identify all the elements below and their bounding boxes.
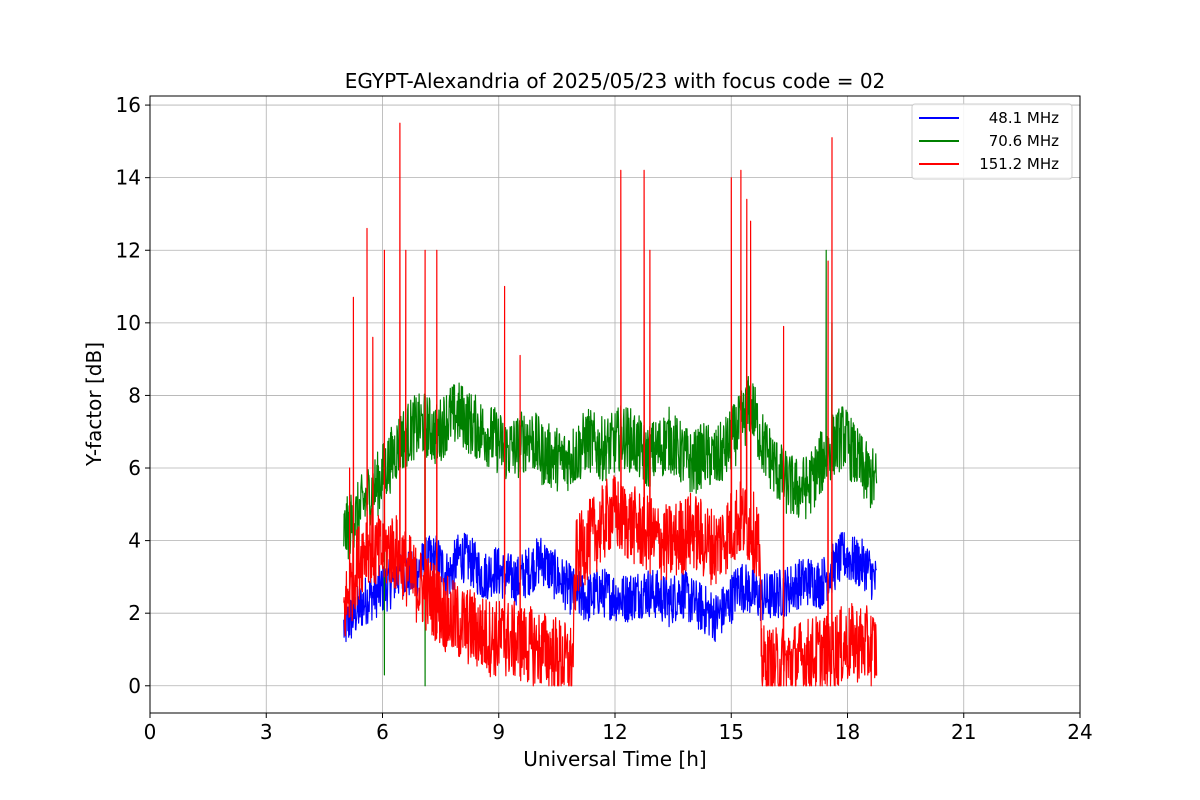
series-line-70-6-mhz: [343, 249, 878, 687]
legend: 48.1 MHz 70.6 MHz 151.2 MHz: [911, 103, 1073, 180]
x-tick-label: 0: [144, 720, 157, 744]
x-tick-label: 21: [951, 720, 976, 744]
y-tick-label: 8: [128, 383, 141, 407]
y-tick-label: 16: [116, 93, 141, 117]
x-tick-label: 15: [719, 720, 744, 744]
series-line-151-2-mhz: [343, 122, 878, 687]
legend-box: [911, 103, 1073, 180]
x-tick-label: 24: [1067, 720, 1092, 744]
y-axis-label: Y-factor [dB]: [82, 342, 106, 467]
y-tick-label: 2: [128, 601, 141, 625]
x-axis-label: Universal Time [h]: [523, 747, 706, 771]
legend-label: 48.1 MHz: [989, 109, 1059, 127]
y-tick-label: 12: [116, 238, 141, 262]
x-tick-label: 6: [376, 720, 389, 744]
y-axis-ticks: 0 2 4 6 8 10 12 14 16: [116, 93, 150, 698]
x-tick-label: 9: [492, 720, 505, 744]
y-tick-label: 6: [128, 456, 141, 480]
grid: [149, 96, 1081, 713]
plot-lines: [343, 122, 878, 687]
series-line-48-1-mhz: [343, 532, 878, 643]
x-tick-label: 18: [835, 720, 860, 744]
legend-label: 70.6 MHz: [989, 132, 1059, 150]
x-tick-label: 3: [260, 720, 273, 744]
x-tick-label: 12: [602, 720, 627, 744]
y-tick-label: 10: [116, 311, 141, 335]
y-tick-label: 0: [128, 674, 141, 698]
legend-label: 151.2 MHz: [979, 155, 1059, 173]
y-tick-label: 14: [116, 166, 141, 190]
x-axis-ticks: 0 3 6 9 12 15 18 21 24: [144, 713, 1093, 744]
y-tick-label: 4: [128, 529, 141, 553]
chart-title: EGYPT-Alexandria of 2025/05/23 with focu…: [345, 69, 886, 93]
